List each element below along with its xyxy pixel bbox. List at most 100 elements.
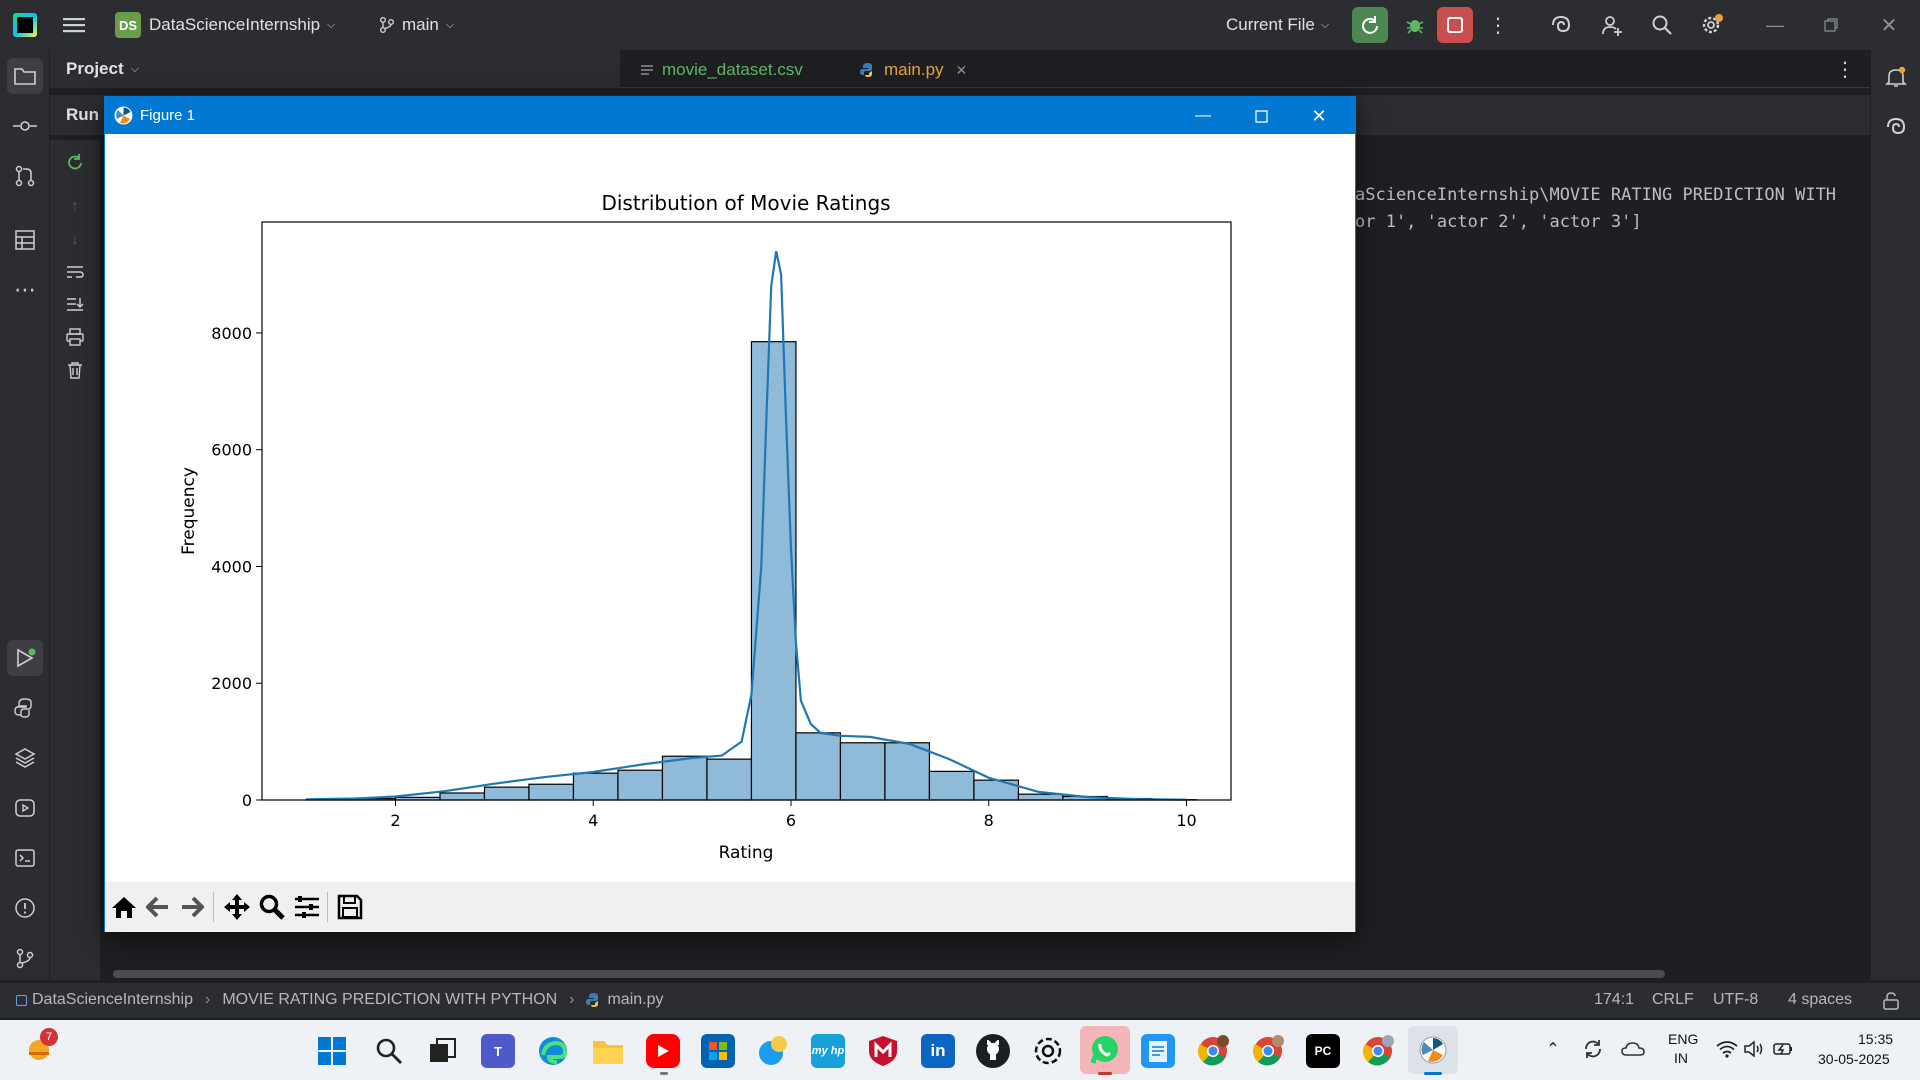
myhp-icon[interactable]: my hp — [811, 1034, 845, 1068]
soft-wrap-icon[interactable] — [63, 260, 87, 284]
run-label: Run — [66, 105, 100, 124]
tab-actions-icon[interactable]: ⋮ — [1835, 58, 1855, 81]
ai-chat-icon[interactable] — [1881, 112, 1911, 142]
whatsapp-icon[interactable] — [1080, 1026, 1130, 1074]
tab-main-py[interactable]: main.py ✕ — [860, 60, 967, 80]
caret-position[interactable]: 174:1 — [1594, 991, 1635, 1008]
pycharm-taskbar-icon[interactable]: PC — [1306, 1034, 1340, 1068]
ai-assistant-icon[interactable] — [1547, 12, 1575, 38]
up-arrow-icon[interactable]: ↑ — [71, 198, 79, 215]
windows-taskbar: 7 ENG IN 15:35 30-05-2025 ⌃ — [0, 1020, 1920, 1080]
close-figure-icon[interactable]: ✕ — [1311, 105, 1327, 126]
youtube-icon[interactable] — [646, 1034, 680, 1068]
battery-charging-icon[interactable] — [1770, 1036, 1796, 1062]
taskbar-search-icon[interactable] — [372, 1034, 406, 1068]
notepad-icon[interactable] — [1141, 1034, 1175, 1068]
tab-movie-dataset[interactable]: movie_dataset.csv — [640, 60, 803, 80]
project-tool-button[interactable] — [7, 58, 43, 94]
forward-arrow-icon[interactable] — [177, 892, 207, 922]
problems-tool-button[interactable] — [7, 890, 43, 926]
x-tick-label: 4 — [588, 811, 598, 830]
project-widget[interactable]: DS DataScienceInternship ⌵ — [115, 12, 335, 38]
python-packages-button[interactable] — [7, 690, 43, 726]
volume-icon[interactable] — [1742, 1036, 1768, 1062]
commit-tool-button[interactable] — [7, 108, 43, 144]
search-icon[interactable] — [1648, 12, 1676, 38]
back-arrow-icon[interactable] — [143, 892, 173, 922]
matplotlib-taskbar-icon[interactable] — [1408, 1026, 1458, 1074]
more-actions-icon[interactable]: ⋮ — [1488, 14, 1508, 37]
close-ide-icon[interactable]: ✕ — [1880, 14, 1898, 37]
structure-tool-button[interactable] — [7, 222, 43, 258]
home-icon[interactable] — [109, 892, 139, 922]
linkedin-icon[interactable]: in — [921, 1034, 955, 1068]
rerun-icon[interactable] — [63, 150, 87, 174]
start-windows-icon[interactable] — [315, 1034, 349, 1068]
run-config-selector[interactable]: Current File ⌵ — [1226, 12, 1329, 38]
pan-icon[interactable] — [222, 892, 252, 922]
terminal-tool-button[interactable] — [7, 840, 43, 876]
tray-overflow-chevron-icon[interactable]: ⌃ — [1546, 1041, 1560, 1058]
task-view-icon[interactable] — [426, 1034, 460, 1068]
stop-button[interactable] — [1437, 7, 1473, 43]
unlock-icon[interactable] — [1880, 990, 1902, 1012]
chrome-profile-2-icon[interactable] — [1251, 1034, 1285, 1068]
github-icon[interactable] — [976, 1034, 1010, 1068]
chatgpt-icon[interactable] — [1031, 1034, 1065, 1068]
debug-button[interactable] — [1400, 10, 1430, 40]
line-separator[interactable]: CRLF — [1652, 991, 1694, 1008]
save-figure-icon[interactable] — [335, 892, 365, 922]
chrome-profile-3-icon[interactable] — [1361, 1034, 1395, 1068]
mcafee-icon[interactable] — [866, 1034, 900, 1068]
weather-widget[interactable]: 7 — [24, 1028, 58, 1066]
rerun-button[interactable] — [1352, 7, 1388, 43]
language-line2[interactable]: IN — [1674, 1050, 1688, 1066]
figure-canvas[interactable]: Distribution of Movie Ratings 2 4 6 8 10 0 20… — [105, 134, 1355, 882]
copilot-icon[interactable] — [756, 1034, 790, 1068]
file-explorer-icon[interactable] — [591, 1034, 625, 1068]
configure-subplots-icon[interactable] — [292, 892, 322, 922]
minimize-figure-icon[interactable]: — — [1195, 107, 1211, 124]
console-horizontal-scrollbar[interactable] — [113, 970, 1665, 978]
project-view-selector[interactable]: Project ⌵ — [66, 59, 139, 79]
edge-browser-icon[interactable] — [536, 1034, 570, 1068]
microsoft-store-icon[interactable] — [701, 1034, 735, 1068]
clock-date[interactable]: 30-05-2025 — [1818, 1051, 1890, 1067]
teams-icon[interactable]: T — [481, 1034, 515, 1068]
stop-icon — [1447, 17, 1463, 33]
file-encoding[interactable]: UTF-8 — [1713, 991, 1759, 1008]
sync-icon[interactable] — [1580, 1036, 1606, 1062]
add-user-icon[interactable] — [1598, 12, 1626, 38]
git-tool-button[interactable] — [7, 940, 43, 976]
onedrive-cloud-icon[interactable] — [1620, 1036, 1646, 1062]
breadcrumb-folder[interactable]: MOVIE RATING PREDICTION WITH PYTHON — [222, 991, 558, 1008]
minimize-ide-icon[interactable]: — — [1766, 14, 1784, 35]
indent-setting[interactable]: 4 spaces — [1788, 991, 1853, 1008]
pycharm-logo-icon — [13, 13, 37, 37]
clock-time[interactable]: 15:35 — [1858, 1031, 1894, 1047]
trash-icon[interactable] — [63, 358, 87, 382]
restore-ide-icon[interactable] — [1816, 12, 1846, 38]
breadcrumb-file[interactable]: main.py — [607, 991, 664, 1008]
zoom-icon[interactable] — [257, 892, 287, 922]
print-icon[interactable] — [63, 325, 87, 349]
close-tab-icon[interactable]: ✕ — [955, 61, 968, 78]
wifi-icon[interactable] — [1714, 1036, 1740, 1062]
run-tool-button[interactable] — [7, 640, 43, 676]
main-menu-icon[interactable] — [60, 12, 88, 38]
more-tools-icon[interactable]: ⋯ — [14, 277, 36, 302]
settings-gear-icon[interactable] — [1698, 12, 1726, 38]
services-tool-button[interactable] — [7, 790, 43, 826]
scroll-to-end-icon[interactable] — [63, 292, 87, 316]
python-console-button[interactable] — [7, 740, 43, 776]
notifications-bell-icon[interactable] — [1881, 62, 1911, 92]
python-file-icon — [860, 63, 872, 77]
down-arrow-icon[interactable]: ↓ — [71, 231, 79, 248]
chrome-profile-1-icon[interactable] — [1196, 1034, 1230, 1068]
pull-requests-tool-button[interactable] — [7, 158, 43, 194]
branch-widget[interactable]: main ⌵ — [378, 12, 454, 38]
breadcrumb-project[interactable]: DataScienceInternship — [32, 991, 193, 1008]
histogram-bar — [528, 783, 575, 801]
language-line1[interactable]: ENG — [1668, 1031, 1699, 1047]
maximize-figure-icon[interactable] — [1241, 103, 1281, 129]
